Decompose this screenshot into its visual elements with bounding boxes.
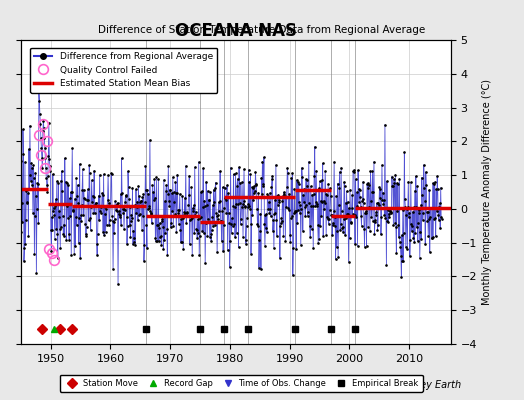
Legend: Station Move, Record Gap, Time of Obs. Change, Empirical Break: Station Move, Record Gap, Time of Obs. C… xyxy=(60,374,422,392)
Title: OCEANA NAS: OCEANA NAS xyxy=(175,22,297,40)
Y-axis label: Monthly Temperature Anomaly Difference (°C): Monthly Temperature Anomaly Difference (… xyxy=(483,79,493,305)
Legend: Difference from Regional Average, Quality Control Failed, Estimated Station Mean: Difference from Regional Average, Qualit… xyxy=(30,48,217,93)
Text: Berkeley Earth: Berkeley Earth xyxy=(389,380,461,390)
Text: Difference of Station Temperature Data from Regional Average: Difference of Station Temperature Data f… xyxy=(99,25,425,35)
